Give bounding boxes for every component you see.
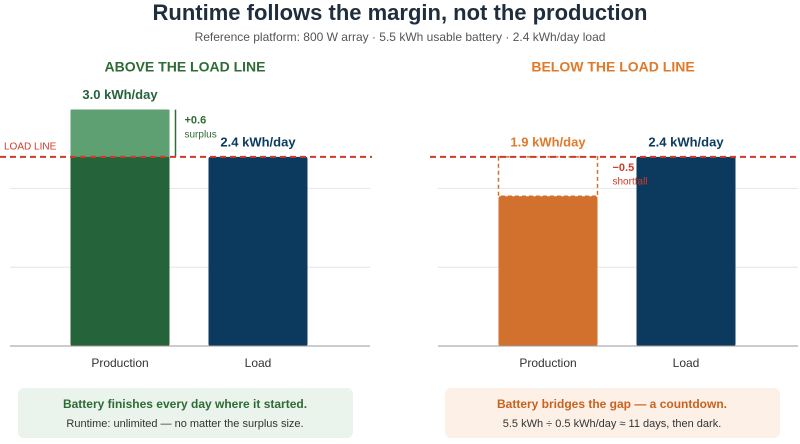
gap-label: +0.6 <box>185 115 207 127</box>
gap-label: −0.5 <box>613 162 635 174</box>
bar <box>498 196 598 346</box>
panel-title: ABOVE THE LOAD LINE <box>104 59 265 75</box>
summary-title: Battery finishes every day where it star… <box>63 397 307 411</box>
gap-segment <box>70 109 170 157</box>
gap-note: surplus <box>185 129 217 140</box>
panel-title: BELOW THE LOAD LINE <box>531 59 694 75</box>
value-label: 3.0 kWh/day <box>82 87 158 102</box>
bar <box>636 156 736 346</box>
chart-title: Runtime follows the margin, not the prod… <box>153 0 648 25</box>
load-line-label: LOAD LINE <box>4 142 57 153</box>
value-label: 2.4 kWh/day <box>220 134 296 149</box>
x-tick-label: Load <box>245 356 272 370</box>
summary-box <box>445 388 780 438</box>
x-tick-label: Production <box>519 356 576 370</box>
x-tick-label: Load <box>673 356 700 370</box>
summary-text: 5.5 kWh ÷ 0.5 kWh/day ≈ 11 days, then da… <box>503 418 722 430</box>
gap-segment <box>497 156 599 198</box>
x-tick-label: Production <box>91 356 148 370</box>
load-line-label-bg <box>2 139 60 153</box>
summary-box <box>18 388 353 438</box>
value-label: 2.4 kWh/day <box>648 134 724 149</box>
bar <box>208 156 308 346</box>
gap-note: shortfall <box>613 177 648 188</box>
bar <box>70 109 170 347</box>
summary-text: Runtime: unlimited — no matter the surpl… <box>66 418 303 430</box>
chart-subtitle: Reference platform: 800 W array · 5.5 kW… <box>195 30 606 44</box>
summary-title: Battery bridges the gap — a countdown. <box>497 397 727 411</box>
value-label: 1.9 kWh/day <box>510 134 586 149</box>
